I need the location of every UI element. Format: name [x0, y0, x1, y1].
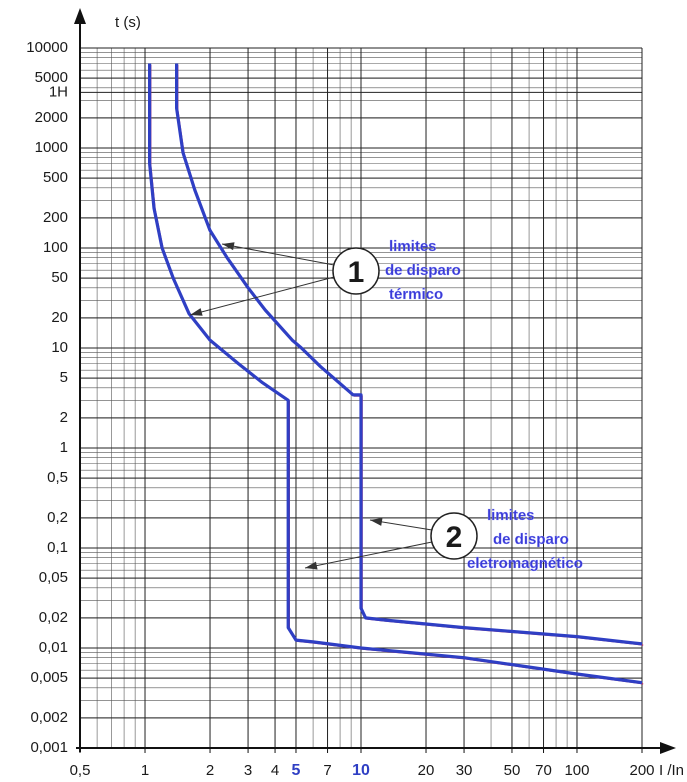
y-axis-label: t (s): [115, 14, 141, 31]
y-tick-label: 1: [60, 439, 68, 456]
y-tick-label: 0,001: [30, 739, 68, 756]
x-tick-label: 30: [456, 762, 473, 779]
y-tick-label: 200: [43, 209, 68, 226]
curves: [148, 63, 644, 685]
y-tick-label: 10: [51, 339, 68, 356]
y-tick-label: 5000: [35, 69, 68, 86]
y-tick-label: 5: [60, 369, 68, 386]
callout-arrowhead: [370, 517, 383, 526]
x-axis-label: I /In: [659, 762, 684, 779]
x-tick-label: 10: [352, 762, 370, 779]
x-tick-label: 70: [535, 762, 552, 779]
x-tick-label: 4: [271, 762, 279, 779]
y-tick-label: 0,002: [30, 709, 68, 726]
y-axis-arrow: [74, 8, 86, 24]
x-axis-arrow: [660, 742, 676, 754]
callout-arrowhead: [222, 242, 235, 251]
annotation-text: de disparo: [385, 262, 461, 279]
x-tick-label: 0,5: [70, 762, 91, 779]
y-tick-label: 0,05: [39, 569, 68, 586]
y-tick-label: 0,02: [39, 609, 68, 626]
annotation-text: limites: [487, 507, 535, 524]
y-tick-label: 1H: [49, 83, 68, 100]
x-tick-label: 3: [244, 762, 252, 779]
grid-major: [79, 47, 643, 749]
y-tick-label: 2: [60, 409, 68, 426]
y-tick-label: 50: [51, 269, 68, 286]
x-tick-label: 50: [504, 762, 521, 779]
callout-arrow: [221, 243, 335, 266]
y-tick-label: 0,2: [47, 509, 68, 526]
callout-number: 1: [348, 256, 365, 289]
callout-arrowhead: [190, 308, 203, 316]
x-tick-label: 200: [629, 762, 654, 779]
callout-number: 2: [446, 521, 463, 554]
callout-arrow: [189, 276, 335, 316]
y-tick-label: 10000: [26, 39, 68, 56]
y-tick-label: 100: [43, 239, 68, 256]
axes: [74, 8, 676, 754]
y-tick-label: 0,01: [39, 639, 68, 656]
callout-arrowhead: [305, 561, 318, 570]
y-tick-label: 0,1: [47, 539, 68, 556]
callout-circle: [430, 512, 478, 560]
annotation-text: térmico: [389, 286, 443, 303]
annotation-text: limites: [389, 238, 437, 255]
annotation-text: eletromagnético: [467, 555, 583, 572]
annotation-text: de disparo: [493, 531, 569, 548]
callout-circle: [332, 247, 380, 295]
y-tick-label: 0,005: [30, 669, 68, 686]
x-tick-label: 100: [564, 762, 589, 779]
x-tick-label: 1: [141, 762, 149, 779]
x-tick-label: 7: [323, 762, 331, 779]
y-tick-label: 20: [51, 309, 68, 326]
annotations: 1 limites de disparo térmico 2 limites de disp…: [189, 238, 583, 572]
x-tick-label: 2: [206, 762, 214, 779]
y-tick-label: 0,5: [47, 469, 68, 486]
y-tick-label: 500: [43, 169, 68, 186]
trip-curve: [148, 63, 643, 685]
callout-arrow: [304, 541, 433, 569]
y-tick-label: 1000: [35, 139, 68, 156]
x-tick-label: 5: [292, 762, 301, 779]
x-tick-label: 20: [418, 762, 435, 779]
x-tick-labels: 0,5 1 2 3 4 5 7 10 20 30 50 70 100 200: [70, 748, 655, 779]
y-tick-label: 2000: [35, 109, 68, 126]
trip-curve: [175, 63, 643, 646]
